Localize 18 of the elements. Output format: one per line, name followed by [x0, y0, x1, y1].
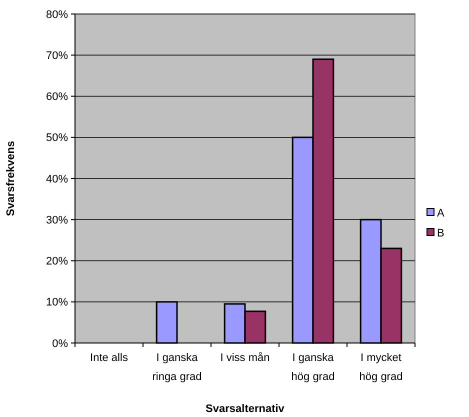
y-tick-label: 80% — [46, 8, 68, 21]
y-tick-label: 50% — [46, 132, 68, 144]
y-tick-label: 60% — [46, 91, 68, 104]
y-tick-label: 20% — [46, 256, 68, 268]
y-tick-label: 30% — [46, 214, 68, 226]
legend-label: A — [437, 207, 445, 220]
x-axis-title: Svarsalternativ — [206, 403, 286, 415]
x-tick-label: I ganska ringa grad — [152, 352, 202, 383]
y-axis-title: Svarsfrekvens — [5, 140, 17, 216]
y-tick-label: 70% — [46, 50, 68, 62]
x-tick-label: Inte alls — [90, 352, 128, 364]
x-tick-label: I ganska hög grad — [291, 352, 335, 383]
x-tick-label: I mycket hög grad — [359, 352, 403, 383]
y-tick-label: 10% — [46, 296, 68, 309]
x-tick-label: I viss mån — [220, 352, 270, 364]
legend-label: B — [437, 227, 444, 240]
y-tick-label: 40% — [46, 173, 68, 186]
y-tick-label: 0% — [52, 338, 68, 350]
